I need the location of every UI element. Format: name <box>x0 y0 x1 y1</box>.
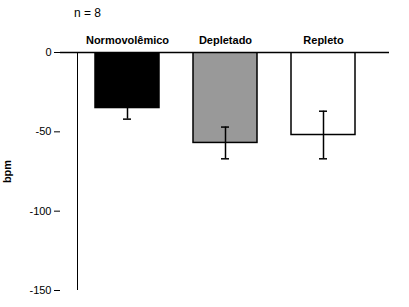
svg-text:-100: -100 <box>29 205 51 217</box>
svg-text:-50: -50 <box>36 125 52 137</box>
html-text:n = 8: n = 8 <box>74 6 101 20</box>
svg-text:0: 0 <box>45 46 51 58</box>
svg-text:Normovolêmico: Normovolêmico <box>86 34 169 46</box>
svg-text:-150: -150 <box>29 284 51 296</box>
svg-text:bpm: bpm <box>1 160 13 183</box>
svg-text:Depletado: Depletado <box>199 34 252 46</box>
svg-text:Repleto: Repleto <box>303 34 344 46</box>
